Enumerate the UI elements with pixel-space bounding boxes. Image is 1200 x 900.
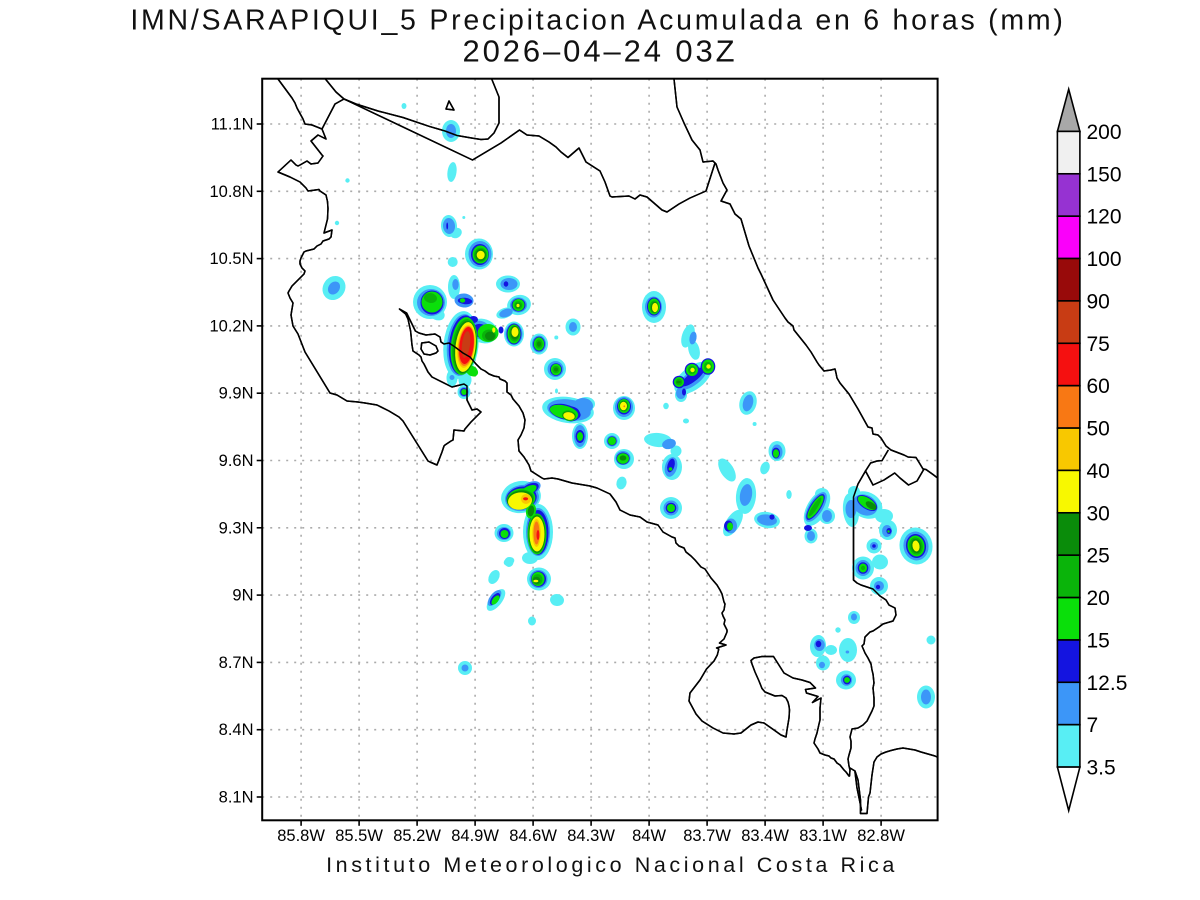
svg-text:84.9W: 84.9W — [451, 827, 499, 845]
svg-text:10.2N: 10.2N — [209, 317, 253, 335]
svg-text:85.5W: 85.5W — [335, 827, 383, 845]
svg-text:10.5N: 10.5N — [209, 250, 253, 268]
svg-text:84W: 84W — [632, 827, 666, 845]
svg-text:11.1N: 11.1N — [211, 116, 254, 134]
svg-text:15: 15 — [1087, 630, 1110, 653]
svg-text:83.4W: 83.4W — [741, 827, 789, 845]
svg-text:12.5: 12.5 — [1087, 672, 1128, 695]
svg-text:9.6N: 9.6N — [219, 452, 254, 470]
svg-text:85.2W: 85.2W — [393, 827, 441, 845]
svg-text:7: 7 — [1087, 714, 1099, 737]
svg-text:82.8W: 82.8W — [857, 827, 905, 845]
svg-text:200: 200 — [1087, 121, 1122, 144]
svg-text:83.1W: 83.1W — [799, 827, 847, 845]
svg-text:8.1N: 8.1N — [219, 789, 254, 807]
svg-text:150: 150 — [1087, 163, 1122, 186]
svg-text:10.8N: 10.8N — [209, 183, 253, 201]
svg-text:100: 100 — [1087, 248, 1122, 271]
svg-text:40: 40 — [1087, 460, 1110, 483]
svg-text:25: 25 — [1087, 545, 1110, 568]
svg-text:90: 90 — [1087, 290, 1110, 313]
svg-text:83.7W: 83.7W — [683, 827, 731, 845]
svg-text:Instituto Meteorologico Nacion: Instituto Meteorologico Nacional Costa R… — [326, 853, 898, 877]
svg-text:9.9N: 9.9N — [219, 385, 254, 403]
svg-text:30: 30 — [1087, 502, 1110, 525]
svg-text:120: 120 — [1087, 206, 1122, 229]
svg-text:84.3W: 84.3W — [567, 827, 615, 845]
svg-text:9.3N: 9.3N — [219, 519, 254, 537]
svg-text:8.4N: 8.4N — [219, 721, 254, 739]
svg-text:60: 60 — [1087, 375, 1110, 398]
svg-text:75: 75 — [1087, 333, 1110, 356]
svg-text:IMN/SARAPIQUI_5 Precipitacion: IMN/SARAPIQUI_5 Precipitacion Acumulada … — [130, 5, 1065, 37]
svg-text:20: 20 — [1087, 587, 1110, 610]
svg-text:50: 50 — [1087, 418, 1110, 441]
svg-text:9N: 9N — [232, 587, 253, 605]
svg-text:3.5: 3.5 — [1087, 757, 1116, 780]
svg-text:84.6W: 84.6W — [509, 827, 557, 845]
svg-text:2026–04–24 03Z: 2026–04–24 03Z — [462, 34, 737, 69]
svg-text:85.8W: 85.8W — [277, 827, 325, 845]
svg-text:8.7N: 8.7N — [219, 654, 254, 672]
